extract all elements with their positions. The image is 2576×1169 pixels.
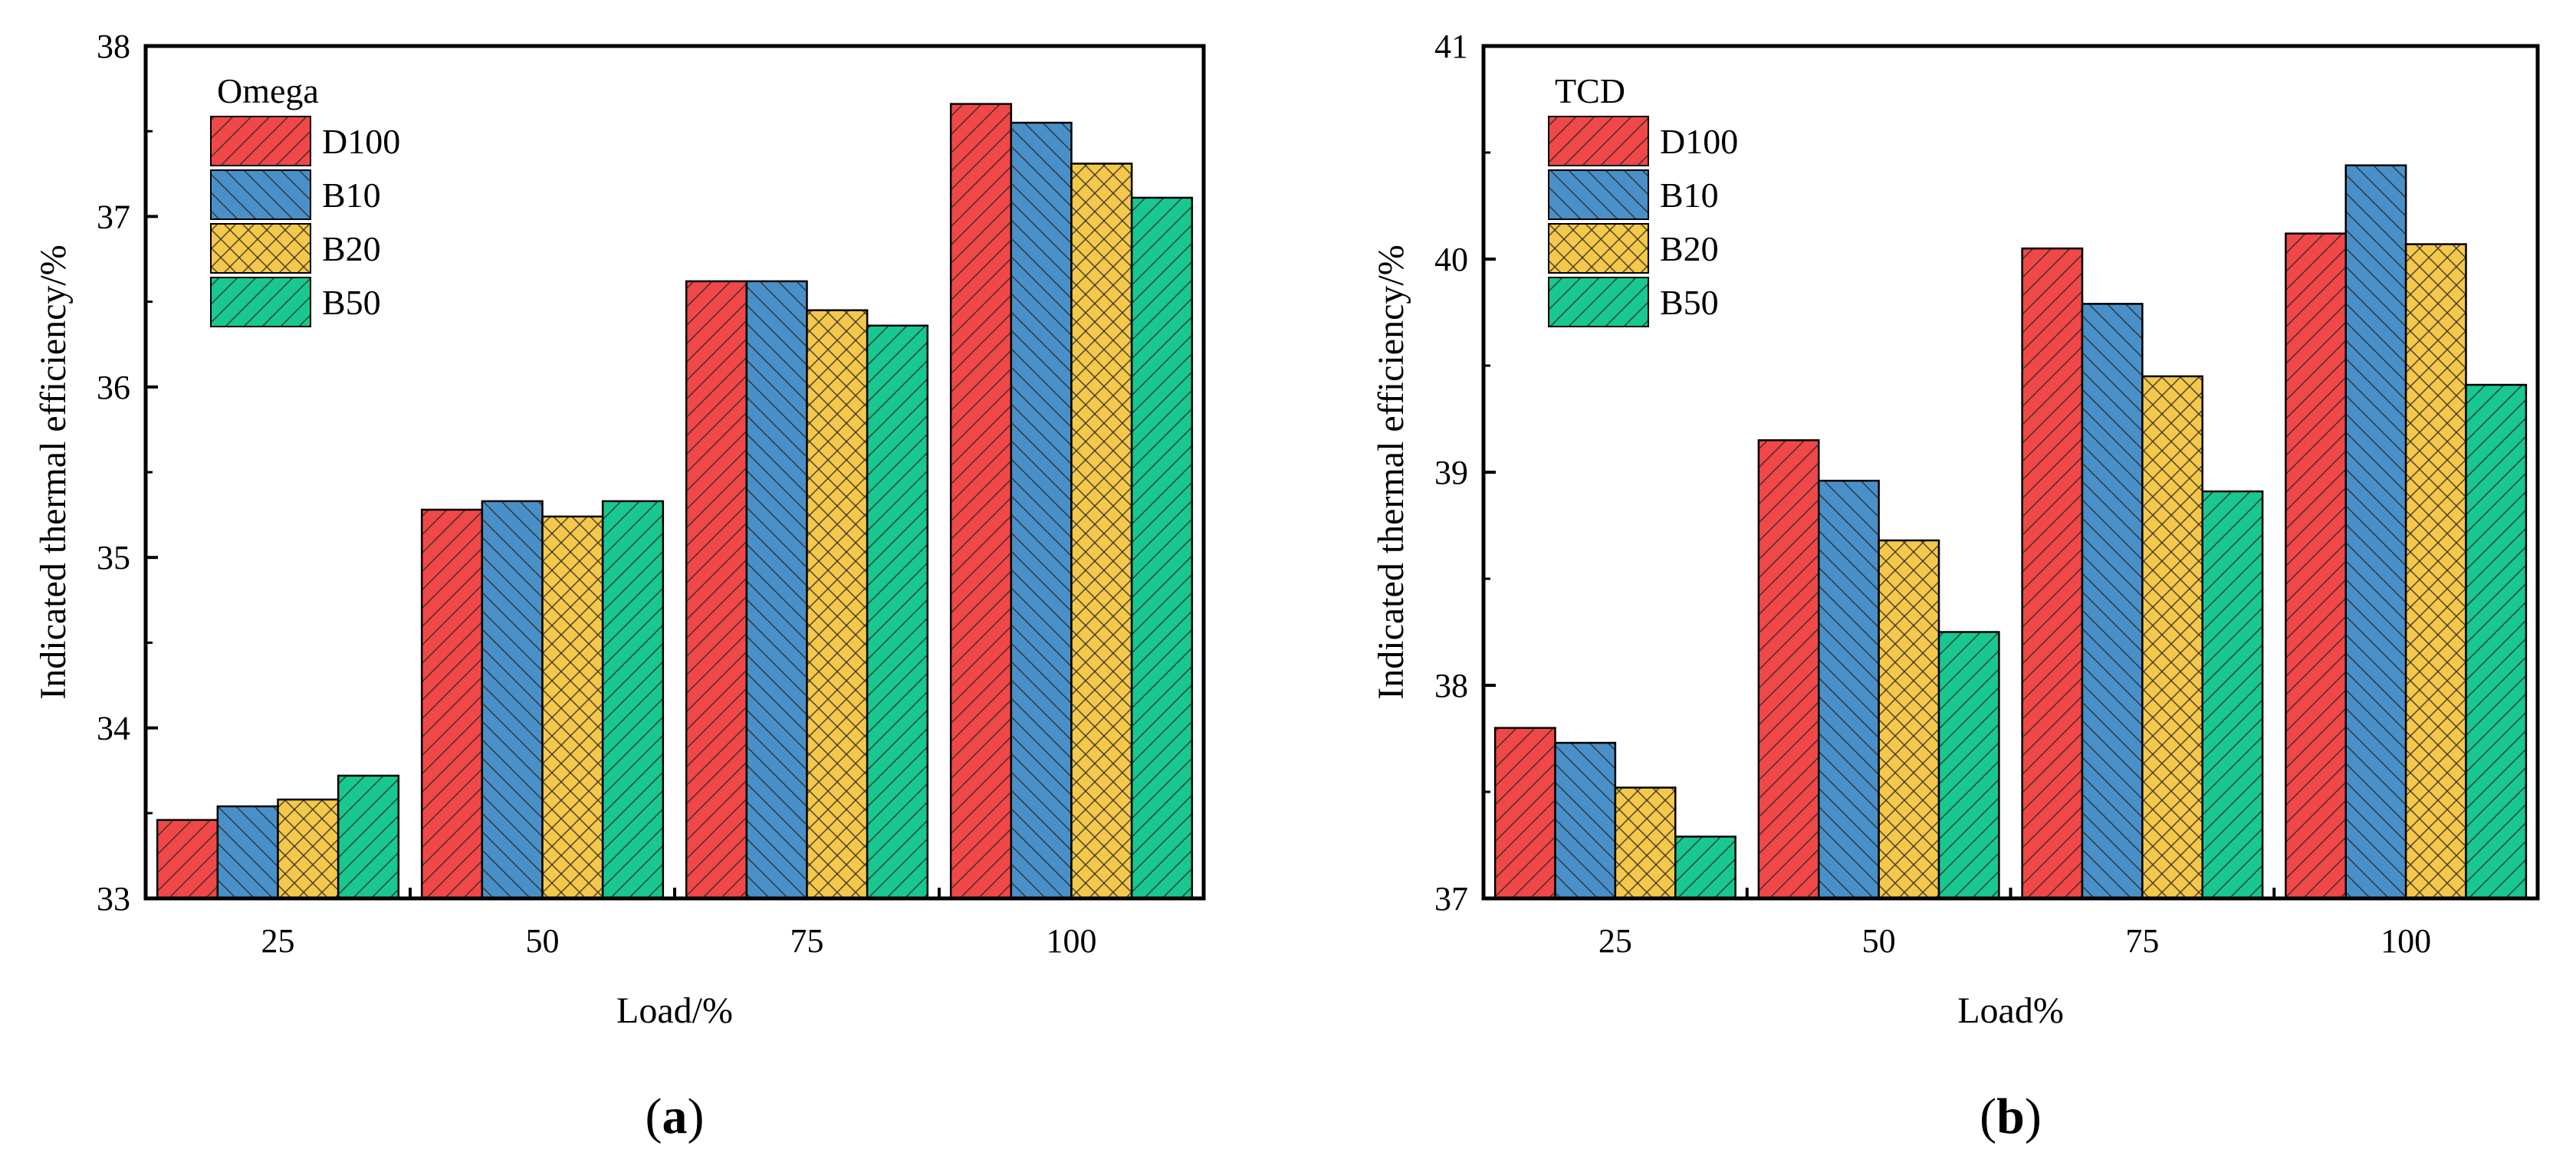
bar-a-B20-100 — [1070, 163, 1133, 900]
bar-a-D100-100 — [949, 103, 1013, 900]
legend-label-a-B20: B20 — [322, 229, 381, 268]
bar-a-B20-75 — [806, 309, 869, 900]
bar-a-B10-50 — [481, 500, 544, 900]
bar-a-B20-50 — [541, 515, 604, 900]
bar-a-B50-100 — [1130, 196, 1194, 900]
bar-b-B20-50 — [1878, 539, 1940, 900]
bar-b-D100-100 — [2285, 232, 2347, 900]
y-tick-label-b-38: 38 — [1434, 667, 1468, 704]
x-axis-label-a: Load/% — [616, 990, 733, 1031]
bar-a-B10-75 — [745, 280, 808, 900]
bar-a-B20-25 — [277, 798, 340, 900]
bar-a-B50-25 — [337, 774, 400, 900]
x-tick-label-a-75: 75 — [790, 922, 824, 960]
bar-b-B10-25 — [1554, 741, 1617, 900]
panel-b-chart: 37 38 39 40 41 25 50 75 100 Load% Indicated therma… — [1371, 28, 2540, 1144]
y-tick-label-a-34: 34 — [97, 710, 130, 747]
legend-label-b-B20: B20 — [1660, 229, 1719, 268]
y-tick-label-a-33: 33 — [97, 880, 130, 918]
x-axis-label-b: Load% — [1957, 990, 2064, 1031]
legend-swatch-b-B20 — [1548, 223, 1649, 274]
bar-a-D100-25 — [156, 819, 219, 900]
bar-b-D100-50 — [1757, 439, 1820, 900]
y-axis-label-a: Indicated thermal efficiency/% — [33, 245, 74, 699]
legend-title-b: TCD — [1555, 71, 1625, 110]
y-tick-label-b-37: 37 — [1434, 880, 1468, 918]
bar-b-D100-25 — [1493, 727, 1556, 900]
x-tick-label-b-100: 100 — [2380, 922, 2431, 960]
bar-b-B50-100 — [2465, 383, 2528, 900]
y-axis-label-b: Indicated thermal efficiency/% — [1371, 245, 1411, 699]
legend-swatch-a-B10 — [210, 169, 311, 220]
panel-a-chart: 33 34 35 36 37 38 25 50 75 100 Load/% Indicated the… — [33, 28, 1206, 1144]
y-tick-label-b-41: 41 — [1434, 28, 1468, 65]
y-tick-label-b-40: 40 — [1434, 241, 1468, 278]
bar-a-B50-50 — [601, 500, 665, 900]
panel-label-a: (a) — [646, 1089, 705, 1144]
y-tick-label-a-37: 37 — [97, 198, 130, 235]
x-tick-label-b-25: 25 — [1598, 922, 1632, 960]
panel-label-b: (b) — [1980, 1089, 2042, 1144]
x-tick-label-b-50: 50 — [1862, 922, 1896, 960]
legend-title-a: Omega — [217, 71, 319, 110]
bar-a-B10-100 — [1010, 121, 1073, 900]
legend-label-a-B10: B10 — [322, 176, 381, 215]
bar-a-D100-50 — [420, 508, 484, 900]
legend-swatch-b-B10 — [1548, 169, 1649, 220]
bar-a-D100-75 — [685, 280, 748, 900]
legend-label-b-B10: B10 — [1660, 176, 1719, 215]
legend-label-a-D100: D100 — [322, 122, 400, 161]
bar-b-B20-25 — [1614, 786, 1677, 900]
legend-label-b-B50: B50 — [1660, 283, 1719, 322]
bar-b-B50-50 — [1937, 631, 2000, 900]
bar-a-B10-25 — [216, 805, 279, 900]
bar-b-B50-25 — [1674, 836, 1737, 900]
legend-swatch-b-D100 — [1548, 116, 1649, 166]
x-tick-label-a-25: 25 — [261, 922, 295, 960]
x-tick-label-b-75: 75 — [2125, 922, 2159, 960]
y-tick-label-a-35: 35 — [97, 539, 130, 576]
legend-swatch-a-B50 — [210, 277, 311, 327]
legend-label-b-D100: D100 — [1660, 122, 1738, 161]
bar-a-B50-75 — [866, 324, 929, 900]
y-tick-label-a-38: 38 — [97, 28, 130, 65]
bar-b-B10-75 — [2081, 303, 2144, 900]
legend-swatch-a-B20 — [210, 223, 311, 274]
y-tick-label-a-36: 36 — [97, 369, 130, 406]
bar-b-B50-75 — [2201, 490, 2264, 900]
bar-b-B10-50 — [1818, 479, 1880, 900]
bar-b-B20-75 — [2141, 375, 2203, 900]
bar-b-B20-100 — [2404, 243, 2467, 900]
bar-b-B10-100 — [2344, 164, 2407, 900]
legend-swatch-b-B50 — [1548, 277, 1649, 327]
x-tick-label-a-50: 50 — [526, 922, 560, 960]
x-tick-label-a-100: 100 — [1046, 922, 1097, 960]
legend-label-a-B50: B50 — [322, 283, 381, 322]
bar-b-D100-75 — [2021, 247, 2084, 900]
y-tick-label-b-39: 39 — [1434, 454, 1468, 491]
legend-swatch-a-D100 — [210, 116, 311, 166]
